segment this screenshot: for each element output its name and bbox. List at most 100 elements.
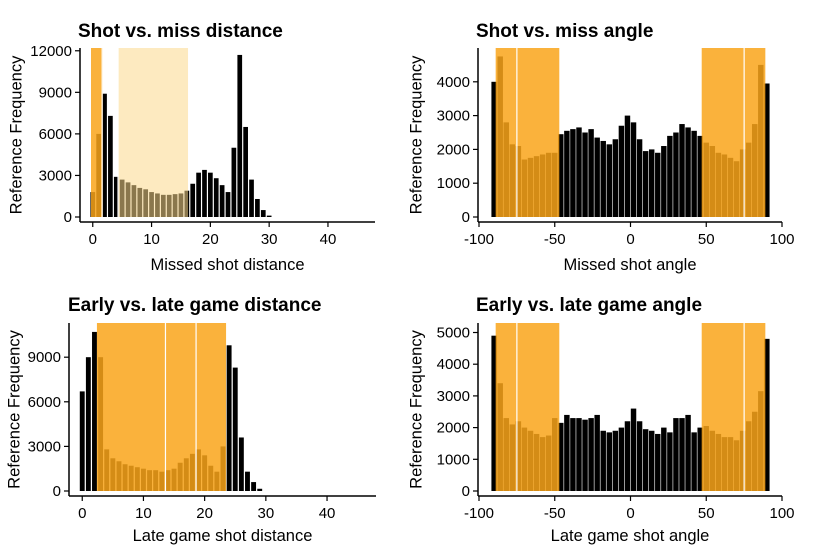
chart-title: Shot vs. miss distance — [78, 21, 283, 42]
chart-panel-4: 0 1000 2000 3000 4000 5000 -100 -50 0 50 100 Early … — [407, 295, 794, 545]
bar — [606, 432, 613, 491]
x-tick-label: 0 — [626, 231, 634, 248]
highlight-region — [91, 48, 103, 217]
bar — [624, 115, 631, 217]
bar — [612, 139, 619, 217]
y-tick-label: 3000 — [28, 438, 61, 455]
y-tick-label: 4000 — [437, 74, 470, 91]
bar — [612, 430, 619, 491]
bar — [642, 429, 649, 491]
bar — [648, 430, 655, 491]
y-tick-label: 3000 — [437, 108, 470, 125]
bar — [667, 432, 673, 491]
bar — [691, 432, 697, 491]
y-tick-label: 4000 — [437, 356, 470, 373]
bar — [673, 418, 679, 491]
bar — [232, 367, 238, 491]
bar — [685, 414, 691, 491]
highlight-region — [495, 323, 560, 491]
bar — [266, 215, 272, 217]
bar — [260, 210, 266, 217]
y-tick-label: 3000 — [437, 388, 470, 405]
bar — [257, 488, 263, 491]
bar — [190, 183, 196, 217]
highlight-region — [96, 323, 227, 491]
bar — [238, 437, 244, 491]
x-tick-label: -50 — [544, 231, 566, 248]
x-axis-label: Late game shot distance — [133, 527, 313, 545]
bar — [588, 129, 594, 217]
bar — [102, 93, 107, 217]
bar — [630, 408, 637, 491]
bar — [630, 122, 637, 217]
chart-title: Early vs. late game distance — [68, 295, 321, 316]
y-axis-label: Reference Frequency — [5, 329, 23, 488]
bar — [685, 127, 691, 217]
x-tick-label: 40 — [320, 231, 337, 248]
bar — [249, 179, 254, 217]
x-tick-label: 100 — [769, 505, 794, 522]
bar — [618, 427, 625, 491]
bar — [202, 169, 207, 217]
x-tick-label: -100 — [464, 505, 494, 522]
bar — [491, 335, 497, 491]
bar — [208, 172, 213, 217]
y-tick-label: 9000 — [39, 84, 72, 101]
bar — [231, 147, 237, 217]
bar — [600, 140, 606, 217]
bar — [576, 127, 582, 217]
chart-title: Early vs. late game angle — [476, 295, 702, 316]
bar — [245, 471, 250, 491]
y-axis-label: Reference Frequency — [407, 55, 425, 214]
bar — [661, 146, 667, 217]
bar — [237, 54, 243, 218]
bar — [251, 482, 257, 491]
bar — [564, 414, 570, 491]
bar — [213, 178, 219, 217]
highlight-region — [118, 48, 189, 217]
highlight-region — [701, 323, 766, 491]
x-tick-label: 50 — [698, 505, 715, 522]
bar — [588, 418, 594, 491]
y-tick-label: 0 — [462, 483, 470, 500]
bar — [219, 185, 225, 217]
bar — [679, 124, 685, 217]
bar — [582, 419, 588, 491]
bar — [108, 115, 113, 217]
bar — [679, 418, 685, 491]
chart-panel-2: 0 1000 2000 3000 4000 -100 -50 0 50 100 Shot vs. m… — [407, 21, 794, 274]
bar — [636, 421, 643, 491]
bar — [655, 152, 661, 217]
bar — [582, 132, 588, 217]
bar — [576, 418, 582, 491]
bar — [570, 418, 576, 491]
bar — [618, 125, 625, 217]
bar — [243, 126, 248, 217]
bar — [225, 192, 231, 217]
chart-title: Shot vs. miss angle — [476, 21, 653, 42]
y-tick-label: 0 — [53, 483, 61, 500]
x-tick-label: 0 — [78, 505, 86, 522]
y-axis-label: Reference Frequency — [407, 329, 425, 488]
x-axis-label: Missed shot angle — [564, 256, 697, 274]
x-tick-label: 10 — [135, 505, 152, 522]
bar — [558, 422, 564, 491]
y-tick-label: 1000 — [437, 175, 470, 192]
y-tick-label: 2000 — [437, 420, 470, 437]
y-tick-label: 0 — [462, 209, 470, 226]
x-tick-label: -50 — [544, 505, 566, 522]
y-tick-label: 9000 — [28, 349, 61, 366]
bar — [648, 149, 655, 217]
x-tick-label: -100 — [464, 231, 494, 248]
y-tick-label: 6000 — [39, 126, 72, 143]
bar — [558, 134, 564, 217]
x-tick-label: 50 — [698, 231, 715, 248]
x-tick-label: 30 — [261, 231, 278, 248]
bar — [655, 433, 661, 491]
bar — [113, 176, 119, 217]
x-axis-label: Late game shot angle — [551, 527, 710, 545]
bar — [594, 137, 600, 217]
bar — [691, 130, 697, 217]
bar — [92, 331, 97, 491]
chart-panel-3: 0 3000 6000 9000 0 10 20 30 40 Early vs. late gam… — [5, 295, 376, 545]
